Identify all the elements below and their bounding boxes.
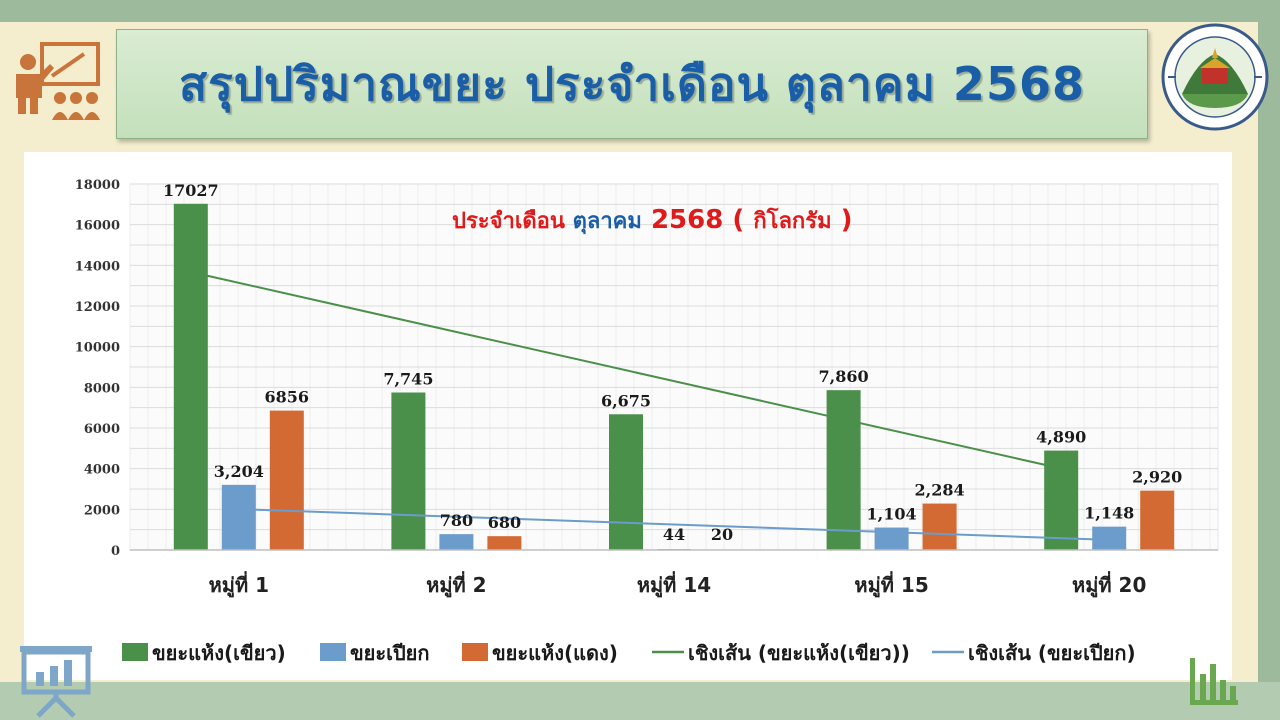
subtitle-part-4: กิโลกรัม bbox=[753, 207, 831, 234]
legend-label: ขยะแห้ง(เขียว) bbox=[152, 641, 286, 665]
y-tick-label: 10000 bbox=[75, 341, 120, 356]
x-tick-label: หมู่ที่ 2 bbox=[426, 570, 486, 599]
subtitle-part-3: 2568 ( bbox=[642, 205, 753, 235]
legend-label: เชิงเส้น (ขยะเปียก) bbox=[968, 641, 1136, 665]
bar bbox=[391, 392, 426, 550]
bar bbox=[1092, 526, 1127, 550]
subtitle-part-5: ) bbox=[832, 205, 853, 235]
legend-swatch bbox=[320, 643, 346, 661]
data-label: 6,675 bbox=[601, 391, 651, 410]
data-label: 4,890 bbox=[1036, 428, 1086, 447]
bar bbox=[269, 410, 304, 550]
presentation-board-icon bbox=[20, 646, 92, 718]
bar bbox=[1044, 450, 1079, 550]
bar bbox=[439, 534, 474, 550]
data-label: 17027 bbox=[163, 181, 219, 200]
bar bbox=[826, 390, 861, 550]
y-tick-label: 14000 bbox=[75, 259, 120, 274]
bar-chart-icon bbox=[1190, 658, 1238, 705]
teacher-presentation-icon bbox=[16, 42, 100, 120]
legend-label: ขยะเปียก bbox=[350, 641, 430, 665]
slide-frame-top bbox=[0, 0, 1280, 22]
y-tick-label: 12000 bbox=[75, 300, 120, 315]
bar bbox=[609, 414, 643, 550]
data-label: 6856 bbox=[265, 388, 310, 407]
data-label: 20 bbox=[711, 525, 733, 544]
data-label: 44 bbox=[663, 525, 685, 544]
legend-swatch bbox=[462, 643, 488, 661]
y-tick-label: 18000 bbox=[75, 178, 120, 193]
data-label: 1,104 bbox=[867, 505, 917, 524]
municipality-seal-logo bbox=[1161, 23, 1269, 131]
x-tick-label: หมู่ที่ 15 bbox=[854, 570, 928, 599]
legend-label: ขยะแห้ง(แดง) bbox=[492, 641, 618, 665]
slide-frame-right bbox=[1258, 0, 1280, 720]
chart-area: 17027 3,204 6856 7,745 780 680 6,675 44 20 7,860 1… bbox=[24, 152, 1232, 680]
page-title: สรุปปริมาณขยะ ประจำเดือน ตุลาคม 2568 bbox=[179, 56, 1085, 111]
data-label: 680 bbox=[488, 513, 521, 532]
data-label: 7,745 bbox=[383, 370, 433, 389]
bar bbox=[922, 503, 957, 550]
bar bbox=[173, 203, 208, 550]
x-tick-label: หมู่ที่ 1 bbox=[209, 570, 269, 599]
x-tick-label: หมู่ที่ 14 bbox=[637, 570, 711, 599]
chart-subtitle: ประจำเดือน ตุลาคม 2568 ( กิโลกรัม ) bbox=[452, 205, 853, 235]
data-label: 2,920 bbox=[1132, 468, 1182, 487]
data-label: 1,148 bbox=[1084, 504, 1134, 523]
x-tick-label: หมู่ที่ 20 bbox=[1072, 570, 1146, 599]
bar bbox=[1140, 490, 1175, 550]
slide-frame-bottom bbox=[0, 682, 1280, 720]
y-tick-label: 8000 bbox=[84, 381, 120, 396]
legend-swatch bbox=[122, 643, 148, 661]
y-tick-label: 0 bbox=[111, 544, 120, 559]
bar bbox=[487, 536, 522, 550]
trendline bbox=[190, 271, 1062, 470]
subtitle-part-1: ประจำเดือน bbox=[452, 209, 573, 234]
y-tick-label: 4000 bbox=[84, 463, 120, 478]
y-tick-label: 6000 bbox=[84, 422, 120, 437]
bar bbox=[221, 484, 256, 550]
legend-label: เชิงเส้น (ขยะแห้ง(เขียว)) bbox=[688, 641, 910, 665]
title-banner: สรุปปริมาณขยะ ประจำเดือน ตุลาคม 2568 bbox=[116, 29, 1148, 139]
data-label: 780 bbox=[440, 511, 473, 530]
y-tick-label: 2000 bbox=[84, 503, 120, 518]
subtitle-part-2: ตุลาคม bbox=[573, 209, 642, 235]
bar-chart: 17027 3,204 6856 7,745 780 680 6,675 44 20 7,860 1… bbox=[75, 178, 1219, 665]
data-label: 2,284 bbox=[915, 481, 965, 500]
y-tick-label: 16000 bbox=[75, 219, 120, 234]
data-label: 3,204 bbox=[214, 462, 264, 481]
trendline bbox=[238, 508, 1110, 541]
data-label: 7,860 bbox=[819, 367, 869, 386]
